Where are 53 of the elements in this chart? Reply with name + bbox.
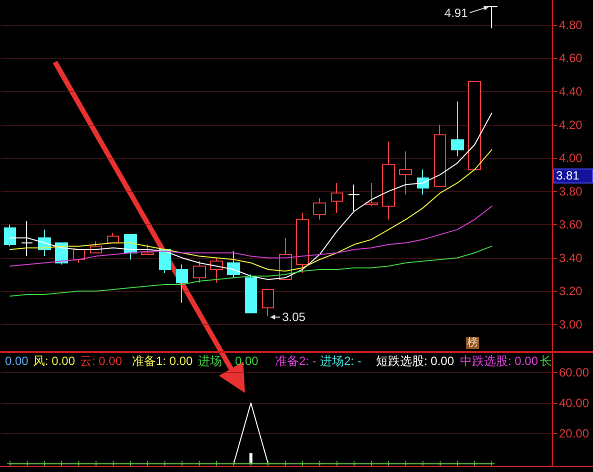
candlestick [227, 250, 240, 278]
candlestick [417, 169, 429, 196]
text: 长 [540, 354, 552, 368]
annotation: 云: 0.00 [80, 354, 122, 368]
candlestick [434, 124, 446, 187]
y-tick-label: 3.40 [559, 250, 583, 265]
candlestick [313, 197, 326, 220]
y-tick-label: 4.80 [559, 18, 583, 32]
y-tick-label: 4.40 [559, 84, 583, 98]
annotation: 进场2: - [320, 354, 362, 368]
candlestick [159, 249, 171, 274]
y-tick-label: 60.00 [559, 366, 590, 380]
line-series [10, 246, 492, 297]
annotation: 0.00 [5, 354, 28, 368]
annotation: 准备1: 0.00 [132, 354, 193, 368]
line-series [10, 112, 492, 280]
annotation: 短跌选股: 0.00 [376, 354, 454, 368]
line-series [10, 149, 492, 272]
candlestick [365, 182, 378, 207]
label-box: 榜 [466, 337, 479, 349]
y-tick-label: 4.20 [559, 118, 583, 132]
annotation: 4.91 [444, 6, 468, 20]
y-tick-label: 3.80 [559, 184, 583, 198]
candlestick [176, 264, 188, 304]
y-tick-label: 3.00 [559, 317, 583, 332]
candlestick [193, 260, 206, 284]
annotation: 3.05 [282, 310, 306, 324]
y-tick-label: 3.20 [559, 284, 583, 298]
candlestick [348, 184, 360, 212]
candlestick [451, 100, 464, 157]
candlestick [107, 232, 119, 244]
y-tick-label: 3.60 [559, 218, 583, 232]
candlestick [331, 182, 343, 214]
y-tick-label: 4.60 [559, 51, 583, 66]
candlestick [21, 220, 33, 257]
annotation: 准备2: - [275, 354, 316, 368]
y-tick-label: 20.00 [559, 426, 590, 440]
line-series [10, 206, 492, 267]
candlestick [262, 288, 274, 317]
annotation: 中跌选股: 0.00 [460, 354, 538, 368]
y-tick-label: 4.00 [559, 151, 583, 166]
candlestick [486, 6, 498, 29]
price-tag: 3.81 [553, 168, 593, 184]
candlestick [245, 274, 257, 314]
annotation: 0.00 [235, 354, 258, 368]
annotation: 风: 0.00 [33, 354, 76, 368]
candlestick [382, 140, 395, 220]
annotation: 进场 [198, 354, 222, 368]
y-tick-label: 40.00 [559, 396, 590, 410]
candlestick [399, 150, 412, 196]
candlestick [4, 224, 16, 247]
candlestick [468, 81, 481, 170]
candlestick [296, 212, 309, 274]
